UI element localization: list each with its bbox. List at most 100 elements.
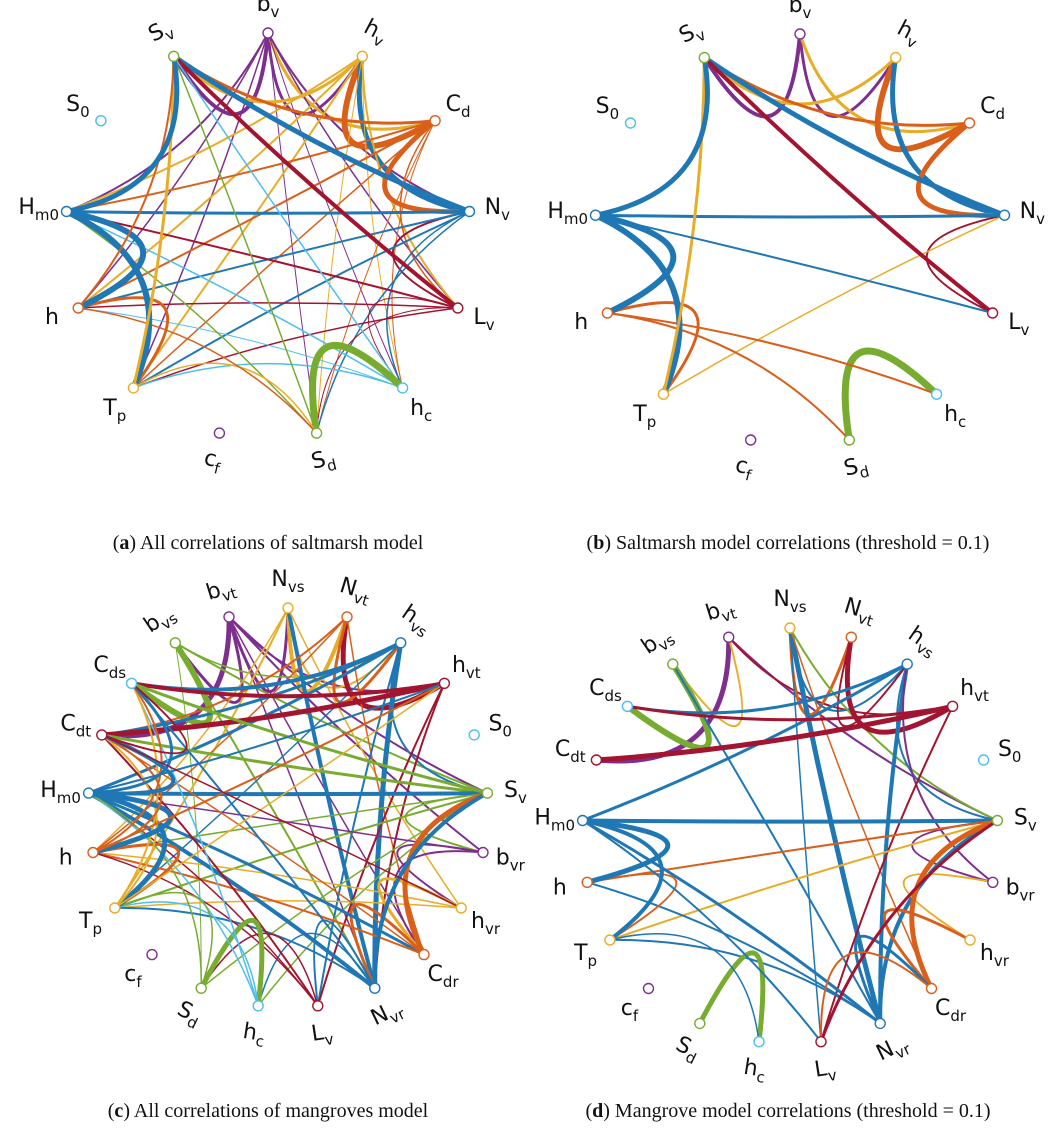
node-marker [477, 846, 489, 859]
node-marker [310, 427, 323, 439]
node-label: S0 [596, 94, 620, 123]
edge-Sd-Tp [132, 362, 318, 434]
node-hvs: hvs [901, 622, 937, 670]
edge-hc-Hm0 [87, 792, 259, 1007]
node-cf: cf [732, 434, 757, 485]
node-label-sub: p [647, 413, 657, 431]
node-marker [72, 302, 84, 314]
edge-Lv-Sv [702, 55, 995, 315]
node-label-main: H [18, 195, 35, 220]
node-label-sub: vr [485, 920, 501, 938]
node-label: Sv [144, 15, 178, 51]
node-label-sub: dr [950, 1007, 967, 1025]
edge-Tp-Cds [113, 682, 159, 909]
node-label-main: L [473, 305, 486, 330]
edge-h-Hm0 [580, 818, 671, 885]
node-Hm0: Hm0 [547, 199, 602, 227]
node-label: Cdr [935, 996, 967, 1025]
node-label: hc [742, 1055, 768, 1086]
edge-hvs-Hm0 [581, 662, 909, 822]
node-Nv: Nv [463, 195, 510, 224]
node-label: Lv [310, 1019, 335, 1050]
node-label-main: b [496, 846, 510, 871]
node-marker [60, 205, 73, 218]
node-label: Nvt [336, 573, 374, 609]
node-label-sub: p [92, 920, 102, 938]
edge-h-Cds [92, 682, 163, 854]
edge-Hm0-Sv [64, 53, 180, 214]
node-marker [429, 114, 441, 127]
edge-bv-Lv [267, 32, 459, 309]
edge-Lv-Sd [316, 307, 459, 434]
edge-bv-hv [798, 32, 898, 118]
edge-hvs-Sv [896, 663, 999, 822]
node-label: Sd [670, 1032, 704, 1068]
edge-hvr-Tp [114, 900, 462, 909]
node-marker [87, 846, 99, 859]
node-Nv: Nv [998, 199, 1045, 227]
edge-Tp-Sv [661, 56, 706, 396]
node-marker [468, 729, 480, 741]
node-Lv: Lv [813, 1035, 838, 1084]
node-Sv: Sv [481, 778, 527, 807]
node-label-sub: 0 [502, 722, 512, 740]
node-h: h [45, 302, 84, 330]
edge-bvt-bvs [173, 615, 244, 704]
edge-Cd-Sv [702, 56, 971, 127]
edge-Lv-Cdt [100, 733, 319, 1007]
node-label: cf [124, 962, 142, 991]
node-marker [369, 982, 381, 994]
node-label-sub: v [1036, 209, 1045, 227]
edge-hvr-Cdr [882, 908, 972, 990]
edge-Lv-Cdr [819, 951, 933, 1043]
node-label: Cd [446, 92, 471, 121]
node-label-main: h [944, 402, 958, 427]
node-label: Nvs [773, 587, 806, 616]
caption-b: (b) Saltmarsh model correlations (thresh… [587, 532, 990, 554]
node-Nvt: Nvt [841, 593, 875, 643]
edge-Sd-h [77, 307, 318, 434]
edge-hvt-Cdt [593, 703, 956, 763]
node-hc: hc [930, 388, 966, 431]
edge-hv-Nv [356, 53, 472, 214]
edge-Tp-Hm0 [86, 790, 168, 911]
node-label-sub: v [518, 789, 527, 807]
node-marker [356, 50, 368, 62]
node-label: hvr [471, 909, 501, 938]
edge-hc-Sd [697, 950, 766, 1045]
node-Cdr: Cdr [418, 948, 459, 991]
node-label: Hm0 [40, 778, 81, 807]
node-label: cf [732, 453, 756, 485]
node-cf: cf [621, 982, 655, 1025]
node-label-main: N [485, 195, 501, 220]
node-label-sub: v [486, 315, 495, 333]
node-marker [481, 787, 494, 799]
node-Hm0: Hm0 [534, 805, 589, 834]
node-marker [925, 982, 938, 995]
node-label-main: T [632, 402, 647, 427]
node-S0: S0 [596, 94, 637, 129]
node-label-sub: m0 [35, 206, 59, 224]
node-label-main: T [102, 396, 117, 421]
node-label-main: c [621, 996, 633, 1021]
node-label-sub: d [996, 105, 1006, 123]
node-label: bvt [203, 573, 239, 609]
node-Cdt: Cdt [555, 737, 603, 766]
node-Cd: Cd [429, 92, 471, 127]
edge-bv-h [77, 32, 269, 309]
node-label: Hm0 [18, 195, 59, 224]
node-label-sub: f [136, 973, 142, 991]
edge-hc-Tp [609, 932, 760, 1043]
edge-Nv-Hm0 [65, 210, 471, 215]
node-marker [624, 117, 637, 129]
node-label-main: C [555, 737, 570, 762]
node-bvr: bvr [477, 846, 526, 874]
edge-Tp-h [586, 872, 678, 941]
node-bvt: bvt [703, 598, 739, 643]
node-label-sub: vt [719, 604, 739, 626]
node-label-main: h [960, 676, 974, 701]
node-hvt: hvt [438, 653, 481, 689]
edge-Tp-Hm0 [592, 212, 683, 398]
